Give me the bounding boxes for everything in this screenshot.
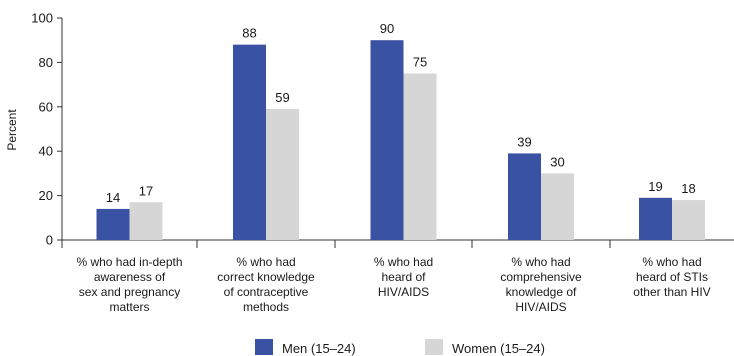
bar-women (541, 173, 574, 240)
y-axis-title: Percent (5, 109, 19, 151)
category-label-line: heard of STIs (636, 270, 708, 284)
bar-women (129, 202, 163, 240)
y-tick-label: 20 (39, 188, 53, 203)
legend-label-men: Men (15–24) (282, 341, 356, 356)
data-label: 88 (242, 26, 256, 41)
category-label-line: % who had in-depth (76, 255, 182, 269)
category-label-line: comprehensive (500, 270, 582, 284)
bar-men (370, 40, 404, 241)
y-tick-label: 0 (46, 233, 53, 248)
category-label-line: correct knowledge (217, 270, 315, 284)
category-label-line: of contraceptive (224, 285, 309, 299)
data-labels: 14 17 88 59 90 75 39 30 19 18 (106, 21, 696, 205)
bars (96, 40, 705, 241)
category-labels: % who had in-depth awareness of sex and pr… (76, 255, 710, 314)
category-label: % who had heard of HIV/AIDS (374, 255, 433, 299)
category-label-line: % who had (236, 255, 295, 269)
bar-men (233, 44, 266, 240)
data-label: 17 (139, 183, 153, 198)
category-label-line: HIV/AIDS (378, 285, 429, 299)
category-label: % who had correct knowledge of contracepti… (217, 255, 315, 314)
category-label-line: heard of (381, 270, 426, 284)
y-tick-label: 80 (39, 55, 53, 70)
category-label-line: HIV/AIDS (515, 300, 566, 314)
bar-men (96, 208, 130, 240)
bar-men (508, 153, 541, 240)
bar-women (266, 109, 299, 241)
legend-label-women: Women (15–24) (452, 341, 545, 356)
y-tick-label: 100 (31, 11, 53, 26)
category-label-line: matters (109, 300, 149, 314)
category-label-line: sex and pregnancy (79, 285, 180, 299)
category-label-line: % who had (642, 255, 701, 269)
category-label-line: other than HIV (633, 285, 710, 299)
data-label: 75 (413, 55, 427, 70)
data-label: 19 (648, 179, 662, 194)
data-label: 90 (380, 21, 394, 36)
data-label: 39 (517, 134, 531, 149)
legend-swatch-men (255, 339, 273, 355)
y-tick-label: 40 (39, 144, 53, 159)
category-label-line: awareness of (94, 270, 166, 284)
data-label: 30 (550, 154, 564, 169)
legend-swatch-women (425, 339, 443, 355)
category-label-line: knowledge of (506, 285, 577, 299)
y-axis: 0 20 40 60 80 100 (31, 11, 63, 248)
bar-men (639, 197, 672, 240)
category-label-line: % who had (511, 255, 570, 269)
category-label-line: % who had (374, 255, 433, 269)
data-label: 18 (681, 181, 695, 196)
y-tick-label: 60 (39, 99, 53, 114)
category-label: % who had heard of STIs other than HIV (633, 255, 710, 299)
x-axis (61, 239, 734, 248)
data-label: 59 (275, 90, 289, 105)
data-label: 14 (106, 190, 120, 205)
bar-women (403, 73, 437, 240)
bar-women (672, 200, 705, 240)
category-label-line: methods (243, 300, 289, 314)
category-label: % who had comprehensive knowledge of HIV/AI… (500, 255, 582, 314)
legend: Men (15–24) Women (15–24) (255, 339, 545, 356)
category-label: % who had in-depth awareness of sex and pr… (76, 255, 182, 314)
